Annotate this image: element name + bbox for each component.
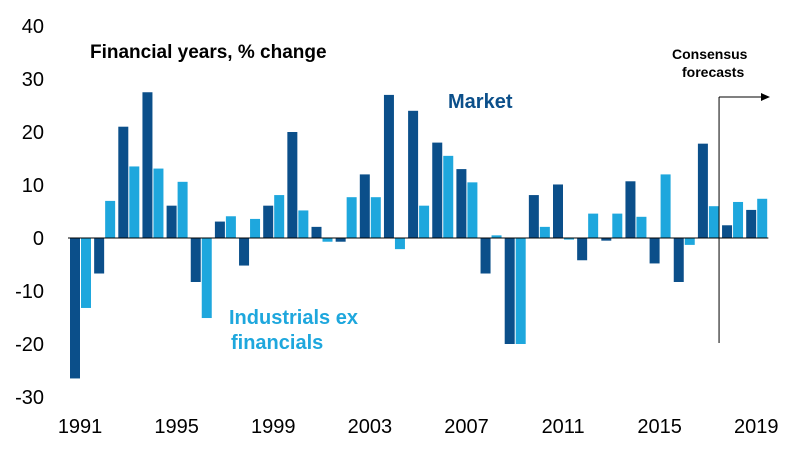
bar-industrials <box>708 206 719 238</box>
bar-market <box>577 238 588 261</box>
y-tick-label: 30 <box>22 69 44 91</box>
bar-industrials <box>660 174 671 238</box>
y-tick-label: -10 <box>15 281 44 303</box>
bar-industrials <box>636 216 647 238</box>
x-axis-ticks: 1991 1995 1999 2003 2007 2011 2015 2019 <box>58 416 779 438</box>
x-tick-label: 1995 <box>154 416 199 438</box>
bar-market <box>456 169 467 238</box>
bar-industrials <box>612 213 623 238</box>
bar-market <box>311 226 322 238</box>
bar-market <box>432 142 443 238</box>
y-tick-label: 20 <box>22 122 44 144</box>
bar-market <box>673 238 684 282</box>
bar-market <box>70 238 80 379</box>
bar-market <box>94 238 105 274</box>
bar-industrials <box>250 218 261 238</box>
bar-industrials <box>346 197 357 238</box>
bar-market <box>287 132 298 238</box>
bar-market <box>118 126 129 238</box>
consensus-forecasts-annotation: Consensus forecasts <box>672 46 770 343</box>
x-tick-label: 2003 <box>348 416 393 438</box>
x-tick-label: 2019 <box>734 416 779 438</box>
bar-market <box>553 184 563 238</box>
bar-industrials <box>177 181 188 238</box>
bar-industrials <box>298 210 309 238</box>
series-label-market: Market <box>448 91 513 113</box>
x-tick-label: 1991 <box>58 416 103 438</box>
annotation-line1: Consensus <box>672 46 748 62</box>
bar-industrials <box>370 197 381 238</box>
bars <box>70 92 768 379</box>
bar-industrials <box>81 238 91 308</box>
bar-market <box>601 238 612 241</box>
bar-market <box>359 174 370 238</box>
chart-title: Financial years, % change <box>90 42 327 63</box>
bar-market <box>263 205 274 238</box>
x-tick-label: 2007 <box>444 416 489 438</box>
series-label-industrials-line2: financials <box>231 332 323 354</box>
y-tick-label: -30 <box>15 387 44 409</box>
bar-industrials <box>467 182 478 238</box>
bar-industrials <box>539 226 550 238</box>
bar-industrials <box>153 168 164 238</box>
bar-industrials <box>443 155 454 238</box>
bar-market <box>480 238 491 274</box>
x-tick-label: 2011 <box>542 416 585 438</box>
bar-market <box>625 181 636 238</box>
series-label-industrials-line1: Industrials ex <box>229 307 358 329</box>
bar-industrials <box>733 201 744 238</box>
bar-industrials <box>105 200 116 238</box>
bar-market <box>697 143 708 238</box>
y-tick-label: 0 <box>33 228 44 250</box>
annotation-line2: forecasts <box>682 64 744 80</box>
bar-industrials <box>322 238 333 242</box>
bar-industrials <box>394 238 405 250</box>
bar-market <box>528 195 539 238</box>
bar-market <box>746 209 757 238</box>
bar-industrials <box>757 198 768 238</box>
bar-market <box>190 238 201 282</box>
x-tick-label: 2015 <box>637 416 682 438</box>
bar-market <box>142 92 153 238</box>
bar-industrials <box>684 238 695 245</box>
bar-industrials <box>225 216 236 238</box>
bar-market <box>214 221 225 238</box>
bar-market <box>239 238 250 266</box>
bar-market <box>335 238 346 242</box>
bar-industrials <box>588 213 599 238</box>
y-tick-label: 10 <box>22 175 44 197</box>
bar-market <box>722 225 733 238</box>
bar-market <box>408 110 419 238</box>
bar-industrials <box>515 238 526 344</box>
bar-industrials <box>419 205 430 238</box>
bar-industrials <box>564 238 574 240</box>
bar-industrials <box>129 166 140 238</box>
bar-industrials <box>491 235 502 238</box>
bar-market <box>383 94 394 239</box>
y-axis-ticks: -30 -20 -10 0 10 20 30 40 <box>15 16 44 409</box>
x-tick-label: 1999 <box>251 416 296 438</box>
y-tick-label: -20 <box>15 334 44 356</box>
bar-market <box>504 238 515 344</box>
bar-market <box>649 238 660 264</box>
bar-industrials <box>201 238 212 319</box>
arrow-head-icon <box>761 93 770 101</box>
bar-industrials <box>274 195 285 238</box>
bar-market <box>166 205 177 238</box>
y-tick-label: 40 <box>22 16 44 38</box>
